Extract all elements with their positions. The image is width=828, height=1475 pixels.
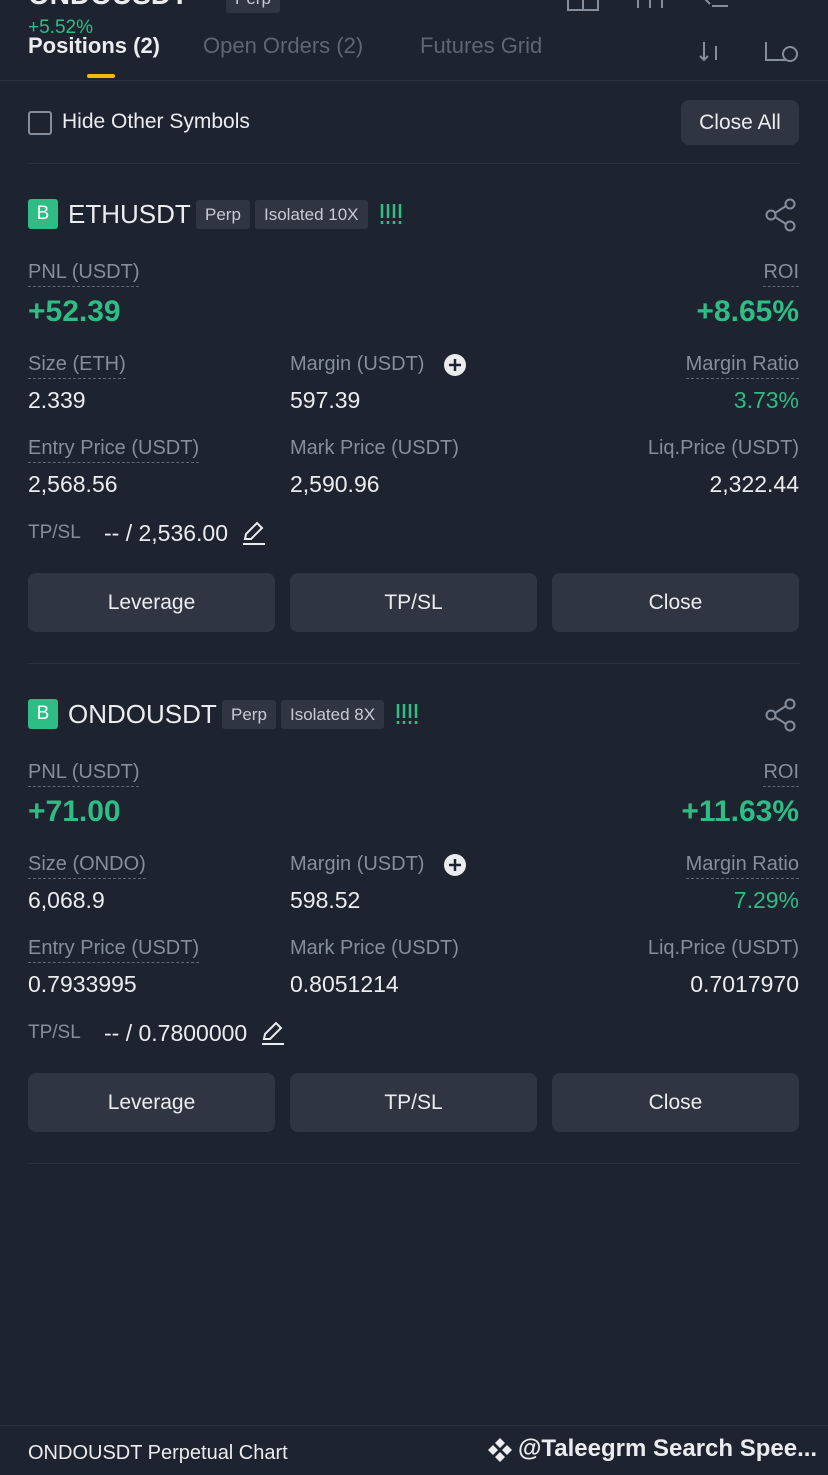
field-value: 7.29% bbox=[733, 886, 799, 913]
side-badge: B bbox=[28, 199, 58, 229]
tab[interactable]: Positions (2) bbox=[28, 33, 161, 58]
field-label: Margin Ratio bbox=[685, 850, 799, 879]
action-button[interactable]: Leverage bbox=[28, 573, 275, 632]
share-icon[interactable] bbox=[764, 198, 798, 232]
field-label: Margin Ratio bbox=[685, 350, 799, 379]
tab[interactable]: Futures Grid bbox=[420, 33, 543, 58]
action-button[interactable]: Close bbox=[552, 1073, 799, 1132]
field-value: 0.7017970 bbox=[690, 970, 799, 997]
mode-tag: Isolated 10X bbox=[255, 200, 368, 229]
field-label: Entry Price (USDT) bbox=[28, 934, 200, 963]
pnl-label: PNL (USDT) bbox=[28, 758, 140, 787]
pnl-value: +52.39 bbox=[28, 295, 121, 328]
header-icon-svg bbox=[704, 0, 728, 7]
edit-icon-svg bbox=[262, 1021, 284, 1045]
roi-label: ROI bbox=[763, 258, 799, 287]
field-label: Size (ONDO) bbox=[28, 850, 146, 879]
signal-bars bbox=[395, 702, 419, 726]
roi-label: ROI bbox=[763, 758, 799, 787]
type-tag: Perp bbox=[222, 700, 276, 729]
field-value: 2,568.56 bbox=[28, 470, 118, 497]
divider bbox=[0, 80, 828, 81]
tab-icon-svg bbox=[765, 42, 798, 62]
tpsl-value: -- / 2,536.00 bbox=[104, 519, 229, 546]
roi-value: +8.65% bbox=[696, 295, 799, 328]
header-icon-svg bbox=[637, 0, 663, 8]
tab-icon[interactable] bbox=[764, 40, 800, 64]
symbol: ONDOUSDT bbox=[68, 698, 217, 729]
field-value: 0.8051214 bbox=[290, 970, 399, 997]
field-value: 2,590.96 bbox=[290, 470, 380, 497]
share-icon-svg bbox=[765, 198, 796, 232]
divider bbox=[28, 163, 800, 164]
field-label: Liq.Price (USDT) bbox=[647, 937, 799, 959]
header-icon-svg bbox=[567, 0, 599, 11]
signal-bars bbox=[379, 202, 403, 226]
divider bbox=[28, 663, 800, 664]
edit-icon[interactable] bbox=[241, 520, 267, 546]
divider bbox=[0, 1425, 828, 1426]
divider bbox=[28, 1163, 800, 1164]
type-tag: Perp bbox=[196, 200, 250, 229]
field-label: Margin (USDT) bbox=[290, 353, 425, 375]
signal-bars-svg bbox=[396, 704, 418, 724]
symbol-title: ONDOUSDT bbox=[28, 0, 188, 12]
add-margin-icon-svg bbox=[444, 354, 466, 376]
field-value: 597.39 bbox=[290, 386, 361, 413]
action-button[interactable]: TP/SL bbox=[290, 1073, 537, 1132]
perp-badge: Perp bbox=[226, 0, 280, 13]
field-label: Mark Price (USDT) bbox=[290, 937, 459, 959]
pnl-value: +71.00 bbox=[28, 795, 121, 828]
field-value: 3.73% bbox=[733, 386, 799, 413]
action-button[interactable]: Leverage bbox=[28, 1073, 275, 1132]
share-icon-svg bbox=[765, 698, 796, 732]
tab-indicator bbox=[87, 74, 115, 78]
field-value: 2.339 bbox=[28, 386, 86, 413]
field-value: 6,068.9 bbox=[28, 886, 105, 913]
add-margin-icon[interactable] bbox=[443, 853, 467, 877]
share-icon[interactable] bbox=[764, 698, 798, 732]
action-button[interactable]: Close bbox=[552, 573, 799, 632]
tpsl-label: TP/SL bbox=[28, 1021, 81, 1043]
price-change: +5.52% bbox=[28, 17, 93, 38]
watermark: @Taleegrm Search Spee... bbox=[518, 1435, 818, 1462]
checkbox[interactable] bbox=[28, 111, 52, 135]
field-label: Mark Price (USDT) bbox=[290, 437, 459, 459]
tab-icon[interactable] bbox=[698, 40, 726, 64]
tab[interactable]: Open Orders (2) bbox=[203, 33, 364, 58]
edit-icon-svg bbox=[243, 521, 265, 545]
pnl-label: PNL (USDT) bbox=[28, 258, 140, 287]
action-button[interactable]: TP/SL bbox=[290, 573, 537, 632]
mode-tag: Isolated 8X bbox=[281, 700, 385, 729]
watermark-icon bbox=[486, 1436, 514, 1464]
header-icon[interactable] bbox=[698, 0, 732, 12]
field-label: Entry Price (USDT) bbox=[28, 434, 200, 463]
edit-icon[interactable] bbox=[260, 1020, 286, 1046]
tpsl-value: -- / 0.7800000 bbox=[104, 1019, 248, 1046]
field-label: Size (ETH) bbox=[28, 350, 126, 379]
tpsl-label: TP/SL bbox=[28, 521, 81, 543]
watermark-icon-svg bbox=[488, 1438, 512, 1462]
signal-bars-svg bbox=[380, 204, 402, 224]
header-icon[interactable] bbox=[566, 0, 600, 12]
side-badge: B bbox=[28, 699, 58, 729]
field-label: Margin (USDT) bbox=[290, 853, 425, 875]
field-value: 598.52 bbox=[290, 886, 361, 913]
roi-value: +11.63% bbox=[681, 795, 799, 828]
checkbox-label[interactable]: Hide Other Symbols bbox=[62, 110, 250, 133]
add-margin-icon-svg bbox=[444, 854, 466, 876]
field-label: Liq.Price (USDT) bbox=[647, 437, 799, 459]
tab-icon-svg bbox=[699, 42, 717, 62]
field-value: 2,322.44 bbox=[709, 470, 799, 497]
field-value: 0.7933995 bbox=[28, 970, 137, 997]
header-icon[interactable] bbox=[634, 0, 666, 12]
close-all-button[interactable]: Close All bbox=[681, 100, 799, 145]
symbol: ETHUSDT bbox=[68, 198, 191, 229]
add-margin-icon[interactable] bbox=[443, 353, 467, 377]
footer-link[interactable]: ONDOUSDT Perpetual Chart bbox=[28, 1442, 288, 1464]
